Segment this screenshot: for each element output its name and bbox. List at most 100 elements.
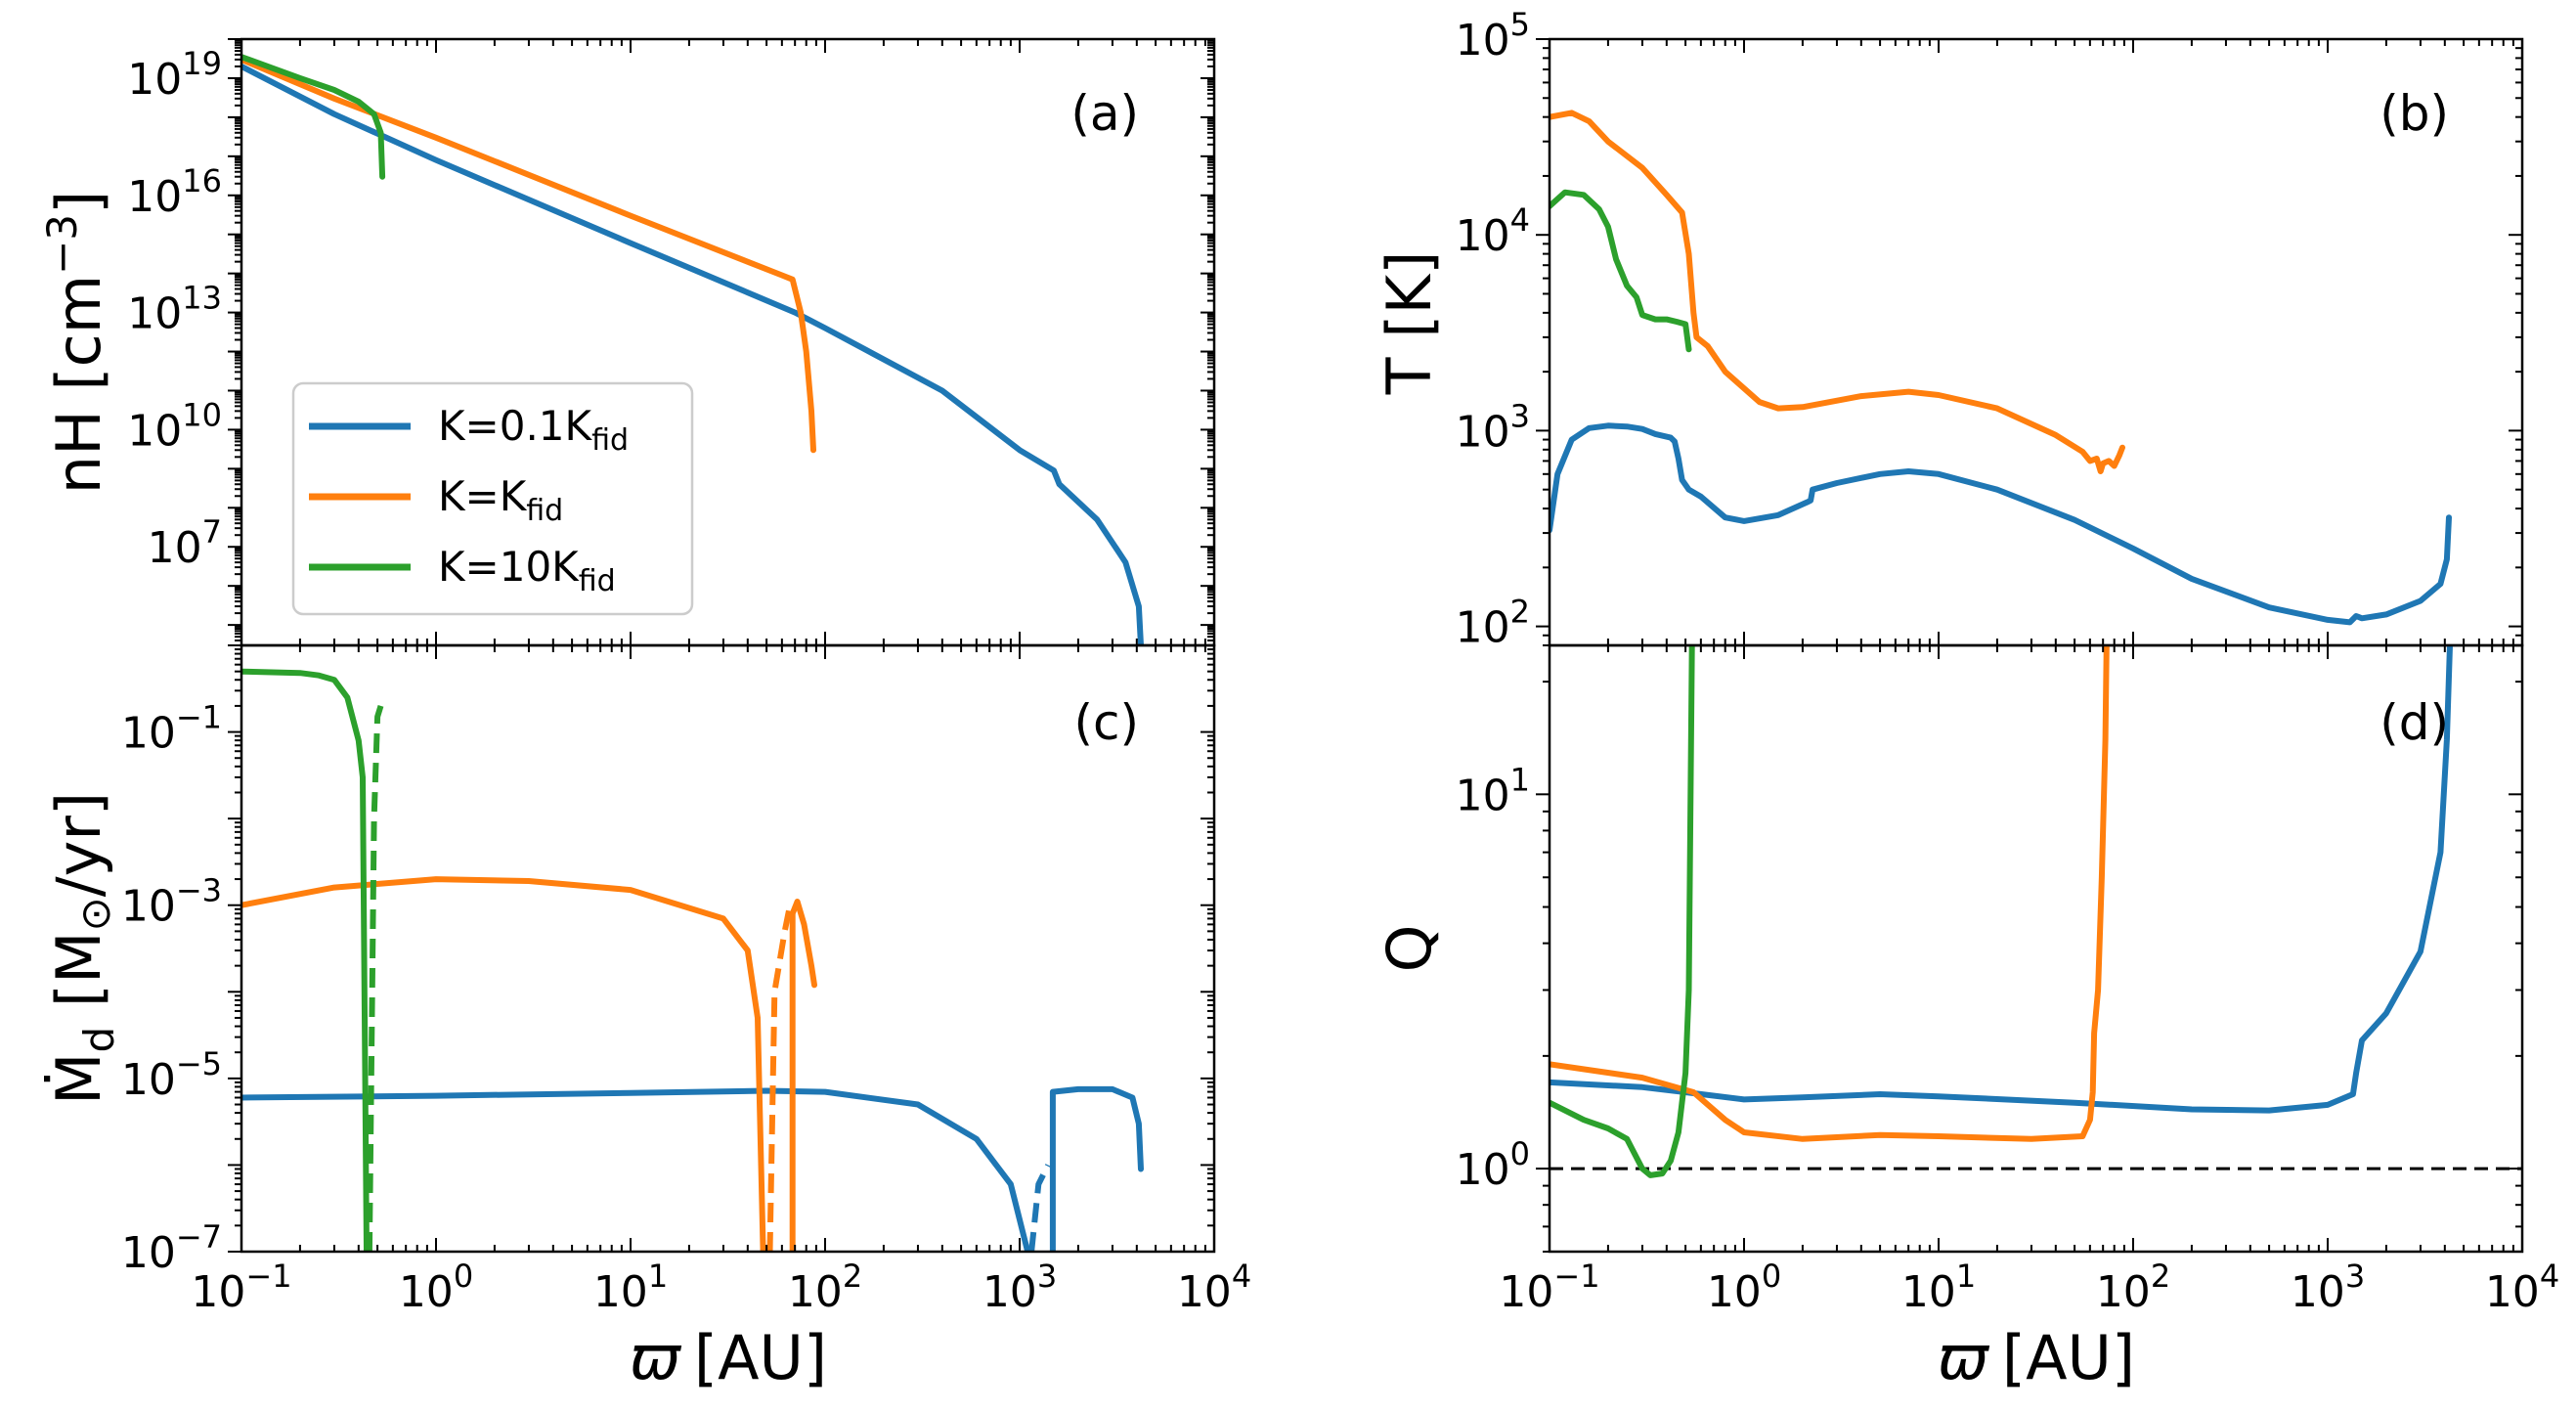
y-tick-base: 10 (1456, 407, 1510, 457)
x-tick-label: 100 (399, 1258, 473, 1317)
x-axis-title-right: ϖ [AU] (1938, 1322, 2135, 1393)
x-tick-label: 101 (1901, 1258, 1976, 1317)
panel-c-ylabel-main: Ṁ (43, 1053, 114, 1106)
x-tick-base: 10 (1901, 1267, 1956, 1317)
x-tick-exp: 3 (2345, 1258, 2365, 1295)
y-tick-exp: 1 (1510, 761, 1530, 798)
y-tick-exp: −5 (176, 1045, 222, 1082)
series-line-k1 (1550, 110, 2125, 474)
y-tick-exp: 16 (182, 162, 222, 199)
y-tick-base: 10 (1456, 603, 1510, 653)
x-tick-exp: 2 (2151, 1258, 2170, 1295)
legend-entry: K=10Kfid (309, 543, 616, 598)
panel-a-ylabel-tail: ] (43, 191, 114, 214)
panel-c-ylabel: Ṁd [M⊙/yr] (43, 792, 123, 1105)
series-line-k10 (1550, 189, 1692, 353)
x-tick-label: 10−1 (1499, 1258, 1599, 1317)
series-line-k1 (1550, 645, 2110, 1142)
y-tick-exp: −7 (176, 1218, 222, 1256)
x-tick-label: 100 (1707, 1258, 1781, 1317)
y-tick-base: 10 (127, 55, 182, 105)
legend-label-sub: fid (526, 494, 563, 528)
y-tick-label: 1019 (127, 45, 222, 105)
y-tick-label: 1010 (127, 396, 222, 456)
x-axis-unit: [AU] (2002, 1322, 2135, 1393)
y-tick-base: 10 (121, 1228, 176, 1278)
x-tick-label: 101 (593, 1258, 668, 1317)
y-tick-exp: −3 (176, 872, 222, 909)
y-tick-base: 10 (127, 406, 182, 456)
series-line-k1 (241, 56, 816, 454)
x-tick-label: 103 (982, 1258, 1057, 1317)
series-line-k01-dashed (1028, 1164, 1051, 1252)
y-tick-base: 10 (127, 172, 182, 222)
x-tick-exp: 1 (1956, 1258, 1976, 1295)
y-tick-base: 10 (1456, 1145, 1510, 1195)
y-tick-base: 10 (121, 709, 176, 759)
y-tick-exp: 10 (182, 396, 222, 433)
y-tick-label: 103 (1456, 397, 1530, 457)
panel-b-frame (1548, 37, 2524, 647)
y-tick-base: 10 (121, 882, 176, 932)
y-tick-base: 10 (1456, 16, 1510, 66)
x-tick-base: 10 (788, 1267, 843, 1317)
legend-label: K=Kfid (438, 472, 563, 528)
legend-label-main: K=K (438, 472, 528, 520)
panel-d-tag: (d) (2380, 694, 2449, 751)
y-tick-label: 1013 (127, 280, 222, 339)
x-tick-label: 104 (2485, 1258, 2559, 1317)
x-axis-symbol: ϖ (630, 1322, 682, 1393)
x-tick-label: 102 (2096, 1258, 2170, 1317)
panel-d-frame (1548, 643, 2524, 1254)
panel-c-ticks: 10−110−310−510−710−1 100 101 102 103 104 (121, 644, 1251, 1317)
legend-label: K=0.1Kfid (438, 402, 629, 458)
panel-d-ylabel: Q (1374, 925, 1445, 973)
y-tick-exp: 4 (1510, 201, 1530, 239)
x-tick-base: 10 (593, 1267, 648, 1317)
y-tick-exp: 7 (202, 513, 222, 551)
x-tick-exp: 4 (2540, 1258, 2559, 1295)
x-tick-exp: 0 (1762, 1258, 1781, 1295)
y-tick-base: 10 (1456, 771, 1510, 820)
legend-label-sub: fid (591, 423, 629, 458)
x-tick-label: 104 (1177, 1258, 1251, 1317)
y-tick-exp: −1 (176, 699, 222, 736)
legend-label-main: K=10K (438, 543, 580, 591)
legend-box (291, 381, 694, 616)
panel-a-tag: (a) (1070, 85, 1139, 142)
x-tick-exp: 1 (648, 1258, 668, 1295)
series-line-k01 (1049, 1085, 1144, 1252)
y-tick-exp: 19 (182, 45, 222, 82)
x-tick-exp: 3 (1037, 1258, 1057, 1295)
y-tick-label: 104 (1456, 201, 1530, 261)
legend-label-main: K=0.1K (438, 402, 593, 450)
panel-a-ylabel-sup: −3 (38, 214, 86, 275)
x-tick-base: 10 (399, 1267, 454, 1317)
panel-c-ylabel-sub: d (75, 1027, 123, 1053)
y-tick-exp: 5 (1510, 6, 1530, 43)
y-tick-base: 10 (148, 523, 202, 573)
series-line-k10 (1550, 645, 1695, 1178)
series-line-k1 (241, 876, 766, 1252)
x-tick-base: 10 (1499, 1267, 1553, 1317)
panel-c-ylabel-sun: ⊙ (71, 897, 119, 931)
panel-c-frame (240, 643, 1216, 1254)
y-tick-label: 101 (1456, 761, 1530, 820)
x-tick-base: 10 (2485, 1267, 2540, 1317)
x-tick-label: 103 (2291, 1258, 2365, 1317)
x-tick-exp: −1 (245, 1258, 291, 1295)
x-axis-title-left: ϖ [AU] (630, 1322, 827, 1393)
panel-a-ylabel: nH [cm−3] (38, 191, 114, 494)
legend: K=0.1Kfid K=Kfid K=10Kfid (291, 381, 694, 616)
x-tick-base: 10 (1177, 1267, 1232, 1317)
y-tick-base: 10 (121, 1055, 176, 1105)
panel-c-tag: (c) (1073, 694, 1139, 751)
panel-c-series (241, 668, 1144, 1252)
y-tick-exp: 0 (1510, 1135, 1530, 1172)
y-tick-label: 10−1 (121, 699, 222, 759)
y-tick-label: 107 (148, 513, 222, 573)
y-tick-label: 10−5 (121, 1045, 222, 1105)
